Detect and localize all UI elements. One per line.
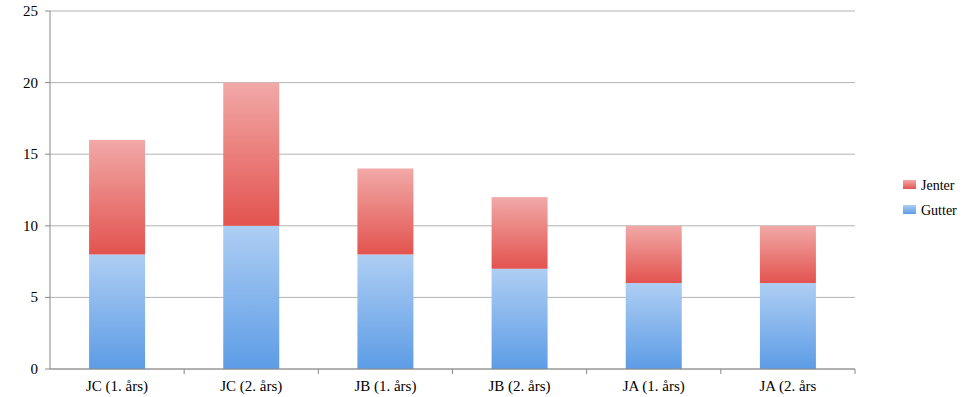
y-tick-label: 20 (23, 75, 38, 91)
grid-line (50, 11, 855, 12)
x-tick-mark (720, 369, 721, 374)
x-tick-mark (318, 369, 319, 374)
legend-label: Jenter (921, 178, 955, 193)
y-tick-label: 25 (23, 3, 38, 19)
y-tick-label: 10 (23, 218, 38, 234)
bar-segment (357, 169, 413, 255)
legend-label: Gutter (921, 203, 957, 218)
x-tick-mark (586, 369, 587, 374)
bar-segment (89, 140, 145, 255)
legend-swatch (903, 180, 916, 189)
bar-segment (492, 269, 548, 369)
tick-mark (45, 154, 50, 155)
chart-container: 0 5 10 15 20 25 JC (1. års) JC (2. års) JB (1. å… (0, 0, 980, 397)
bar-segment (626, 226, 682, 283)
x-tick-mark (855, 369, 856, 374)
bar-segment (357, 254, 413, 369)
bar-segment (492, 197, 548, 269)
x-tick-label: JA (1. års) (623, 378, 685, 395)
x-tick-label: JB (2. års) (489, 378, 551, 395)
tick-mark (45, 369, 50, 370)
bar-segment (760, 283, 816, 369)
x-tick-label: JC (2. års) (220, 378, 282, 395)
grid-line (50, 82, 855, 83)
bar-segment (626, 283, 682, 369)
y-tick-label: 0 (31, 361, 39, 377)
tick-mark (45, 82, 50, 83)
tick-mark (45, 297, 50, 298)
x-tick-label: JC (1. års) (86, 378, 148, 395)
bar-segment (223, 226, 279, 369)
bar-segment (223, 83, 279, 226)
legend: Jenter Gutter (903, 178, 957, 218)
y-tick-label: 15 (23, 146, 38, 162)
bar-segment (760, 226, 816, 283)
y-tick-label: 5 (31, 289, 39, 305)
x-tick-label: JA (2. års (759, 378, 816, 395)
chart-svg: 0 5 10 15 20 25 JC (1. års) JC (2. års) JB (1. å… (0, 0, 980, 397)
x-tick-label: JB (1. års) (354, 378, 416, 395)
grid-line (50, 297, 855, 298)
x-tick-mark (452, 369, 453, 374)
y-axis (50, 11, 51, 369)
legend-swatch (903, 205, 916, 214)
x-tick-mark (184, 369, 185, 374)
grid (45, 11, 855, 369)
tick-mark (45, 225, 50, 226)
bars (89, 83, 816, 369)
grid-line (50, 154, 855, 155)
tick-mark (45, 11, 50, 12)
grid-line (50, 225, 855, 226)
bar-segment (89, 254, 145, 369)
